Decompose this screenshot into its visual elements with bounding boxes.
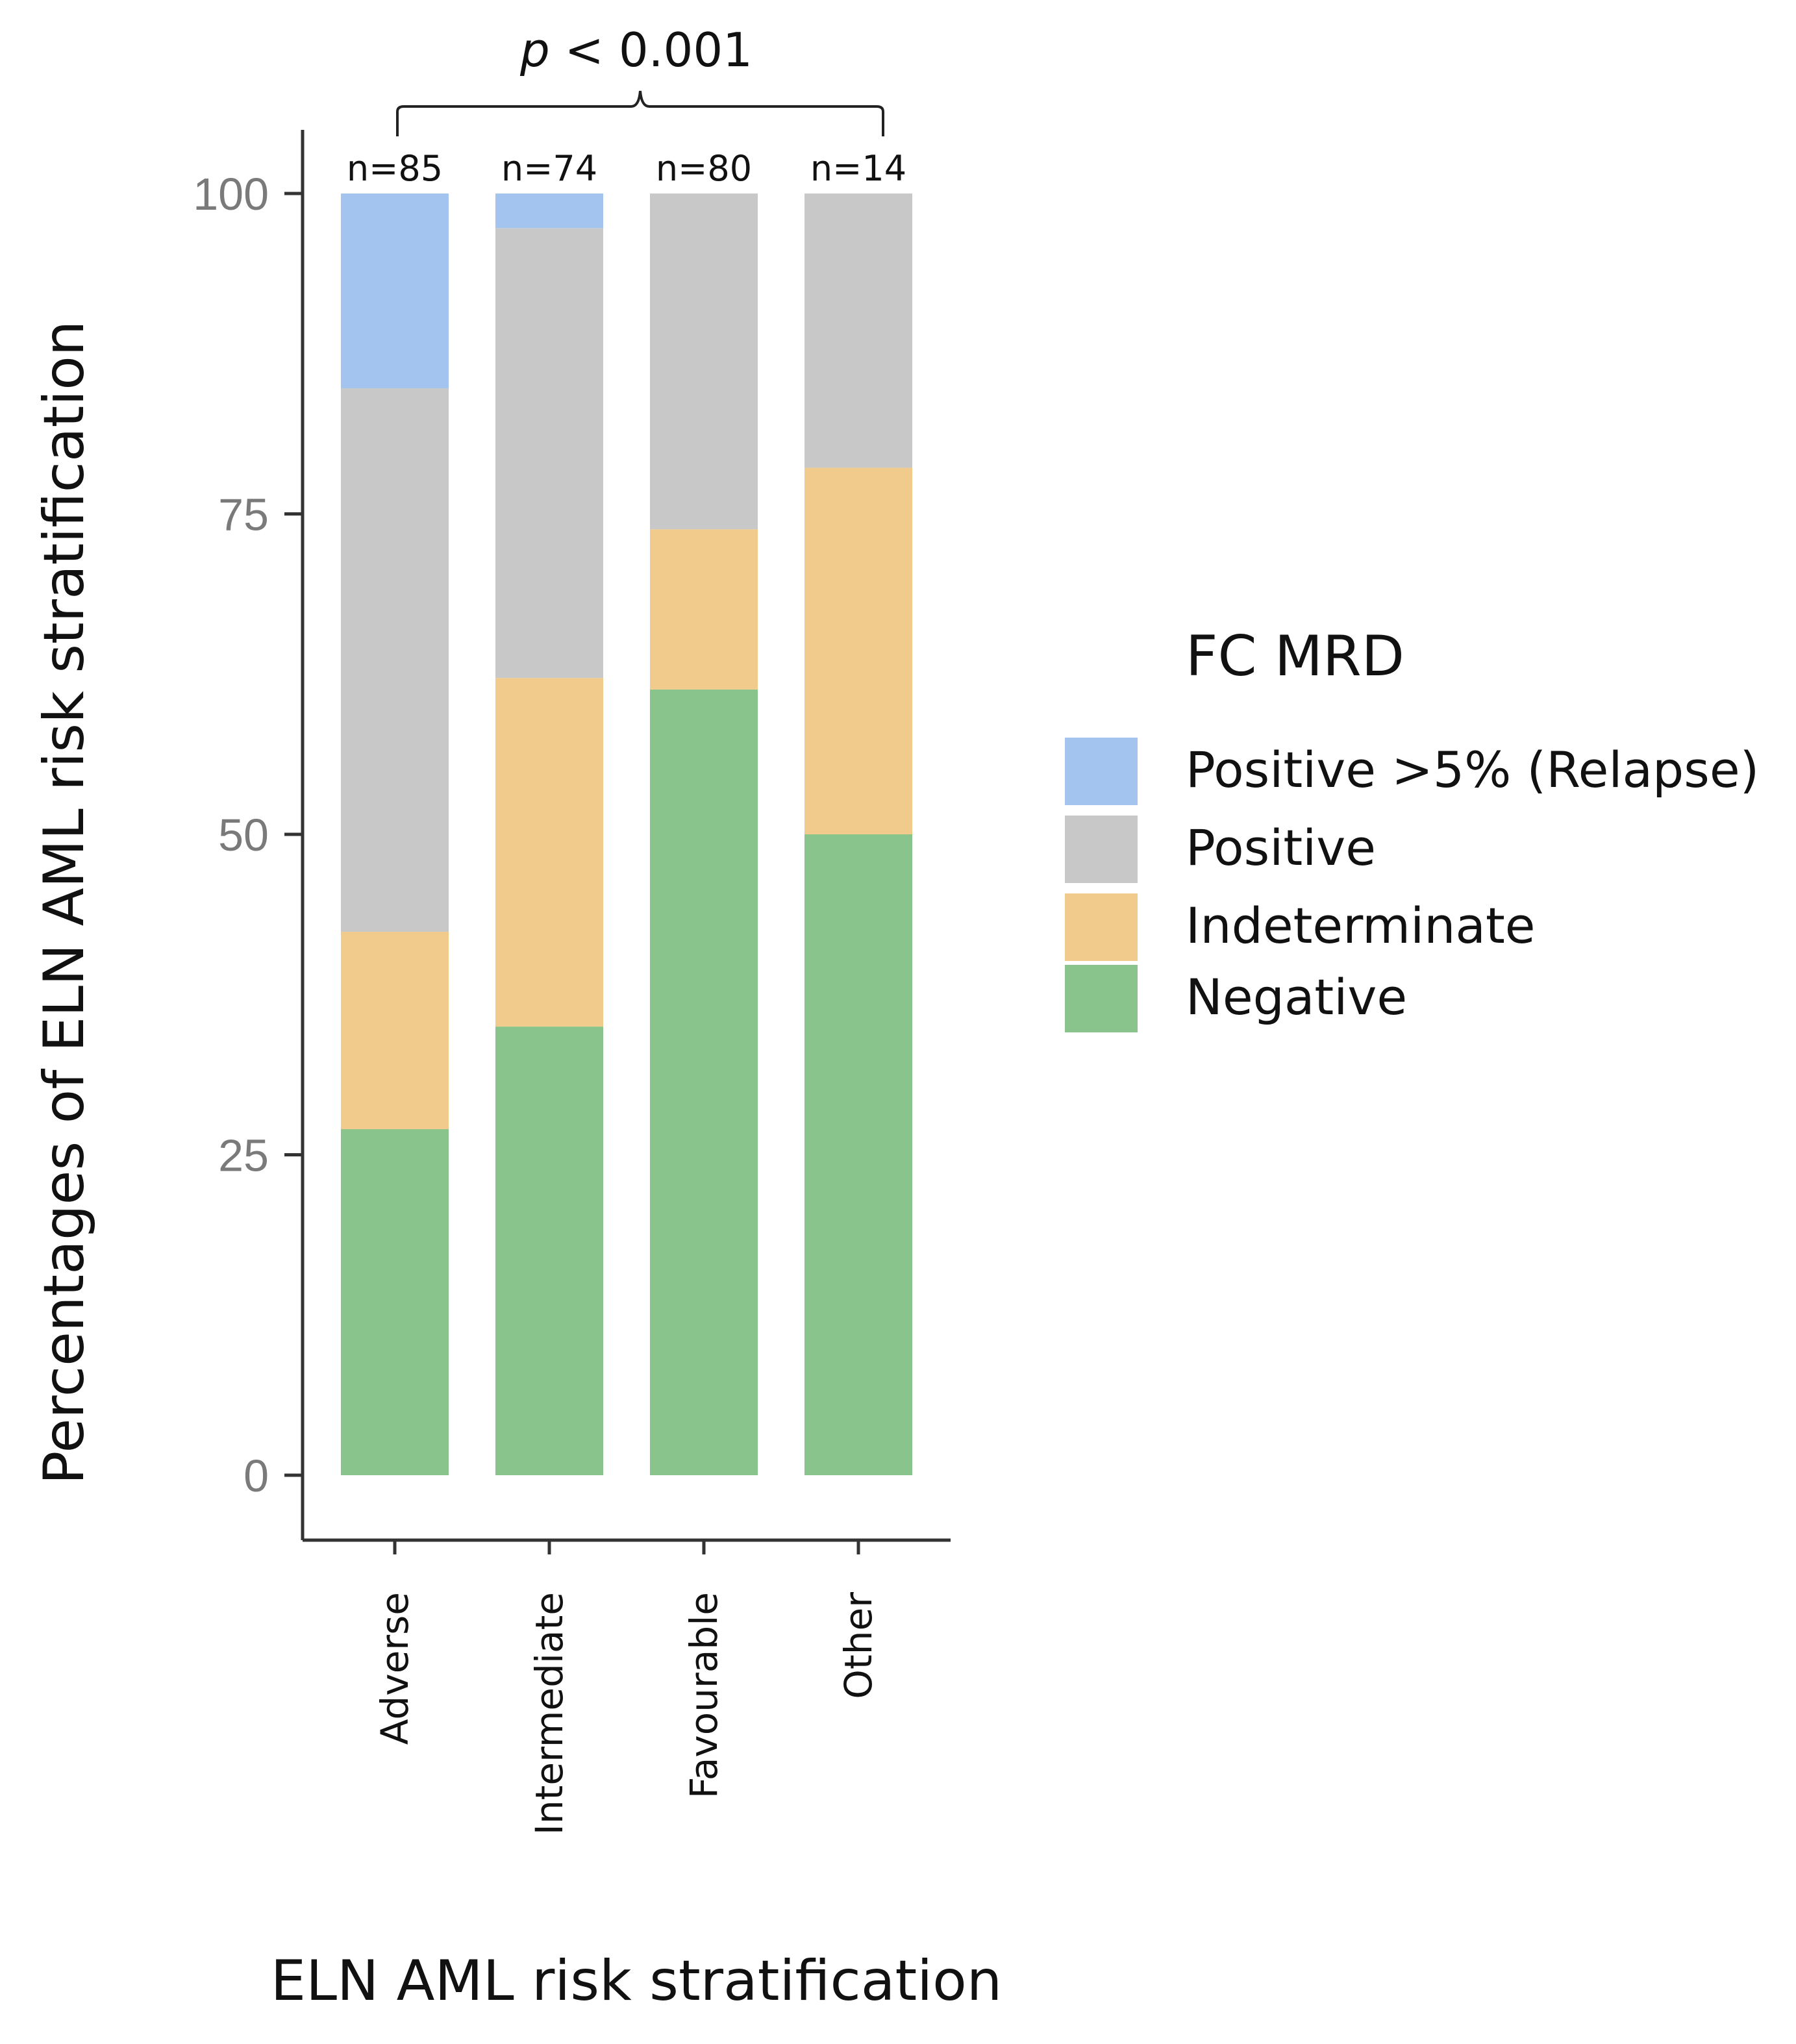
bar-adverse-positive [341,388,449,932]
significance-annotation: p < 0.001 [396,23,884,136]
n-label-favourable: n=80 [656,148,752,189]
axes-layer [284,130,951,1554]
bar-other-positive [804,193,912,468]
x-tick-label-other: Other [836,1592,880,1699]
labels-layer: 0 25 50 75 100 Adverse n=85 Intermediate n=74 Fav… [193,148,906,1835]
bars-layer [341,193,912,1475]
legend-label-negative: Negative [1186,968,1407,1026]
legend-label-indeterminate: Indeterminate [1186,897,1536,954]
n-label-intermediate: n=74 [501,148,597,189]
legend: Positive >5% (Relapse) Positive Indetermin… [1065,738,1759,1032]
bar-favourable-negative [650,689,758,1475]
y-tick-label-75: 75 [218,490,269,540]
bar-other-negative [804,834,912,1475]
y-tick-label-50: 50 [218,810,269,860]
legend-swatch-indeterminate [1065,893,1138,961]
bar-favourable-indeterminate [650,529,758,690]
y-tick-label-0: 0 [243,1451,269,1501]
bar-favourable-positive [650,193,758,530]
legend-swatch-positive-5-relapse [1065,738,1138,805]
x-tick-label-favourable: Favourable [682,1592,726,1799]
bar-intermediate-positive-5-relapse [495,193,603,229]
y-axis-title: Percentages of ELN AML risk stratificati… [32,321,97,1485]
p-value-label: p < 0.001 [519,23,753,77]
legend-swatch-negative [1065,965,1138,1032]
x-axis-title: ELN AML risk stratification [271,1949,1002,2013]
bar-intermediate-indeterminate [495,678,603,1027]
n-label-adverse: n=85 [347,148,443,189]
legend-title: FC MRD [1186,624,1404,689]
bar-adverse-negative [341,1129,449,1475]
bar-adverse-positive-5-relapse [341,193,449,389]
y-tick-label-100: 100 [193,169,269,219]
n-label-other: n=14 [810,148,906,189]
significance-bracket [396,90,884,136]
legend-label-positive: Positive [1186,819,1376,877]
legend-swatch-positive [1065,816,1138,883]
x-tick-label-intermediate: Intermediate [527,1592,571,1835]
legend-label-positive-5-relapse: Positive >5% (Relapse) [1186,741,1759,799]
bar-intermediate-negative [495,1027,603,1475]
bar-adverse-indeterminate [341,932,449,1130]
bar-other-indeterminate [804,467,912,834]
y-tick-label-25: 25 [218,1130,269,1181]
x-tick-label-adverse: Adverse [373,1592,417,1745]
bar-intermediate-positive [495,228,603,679]
